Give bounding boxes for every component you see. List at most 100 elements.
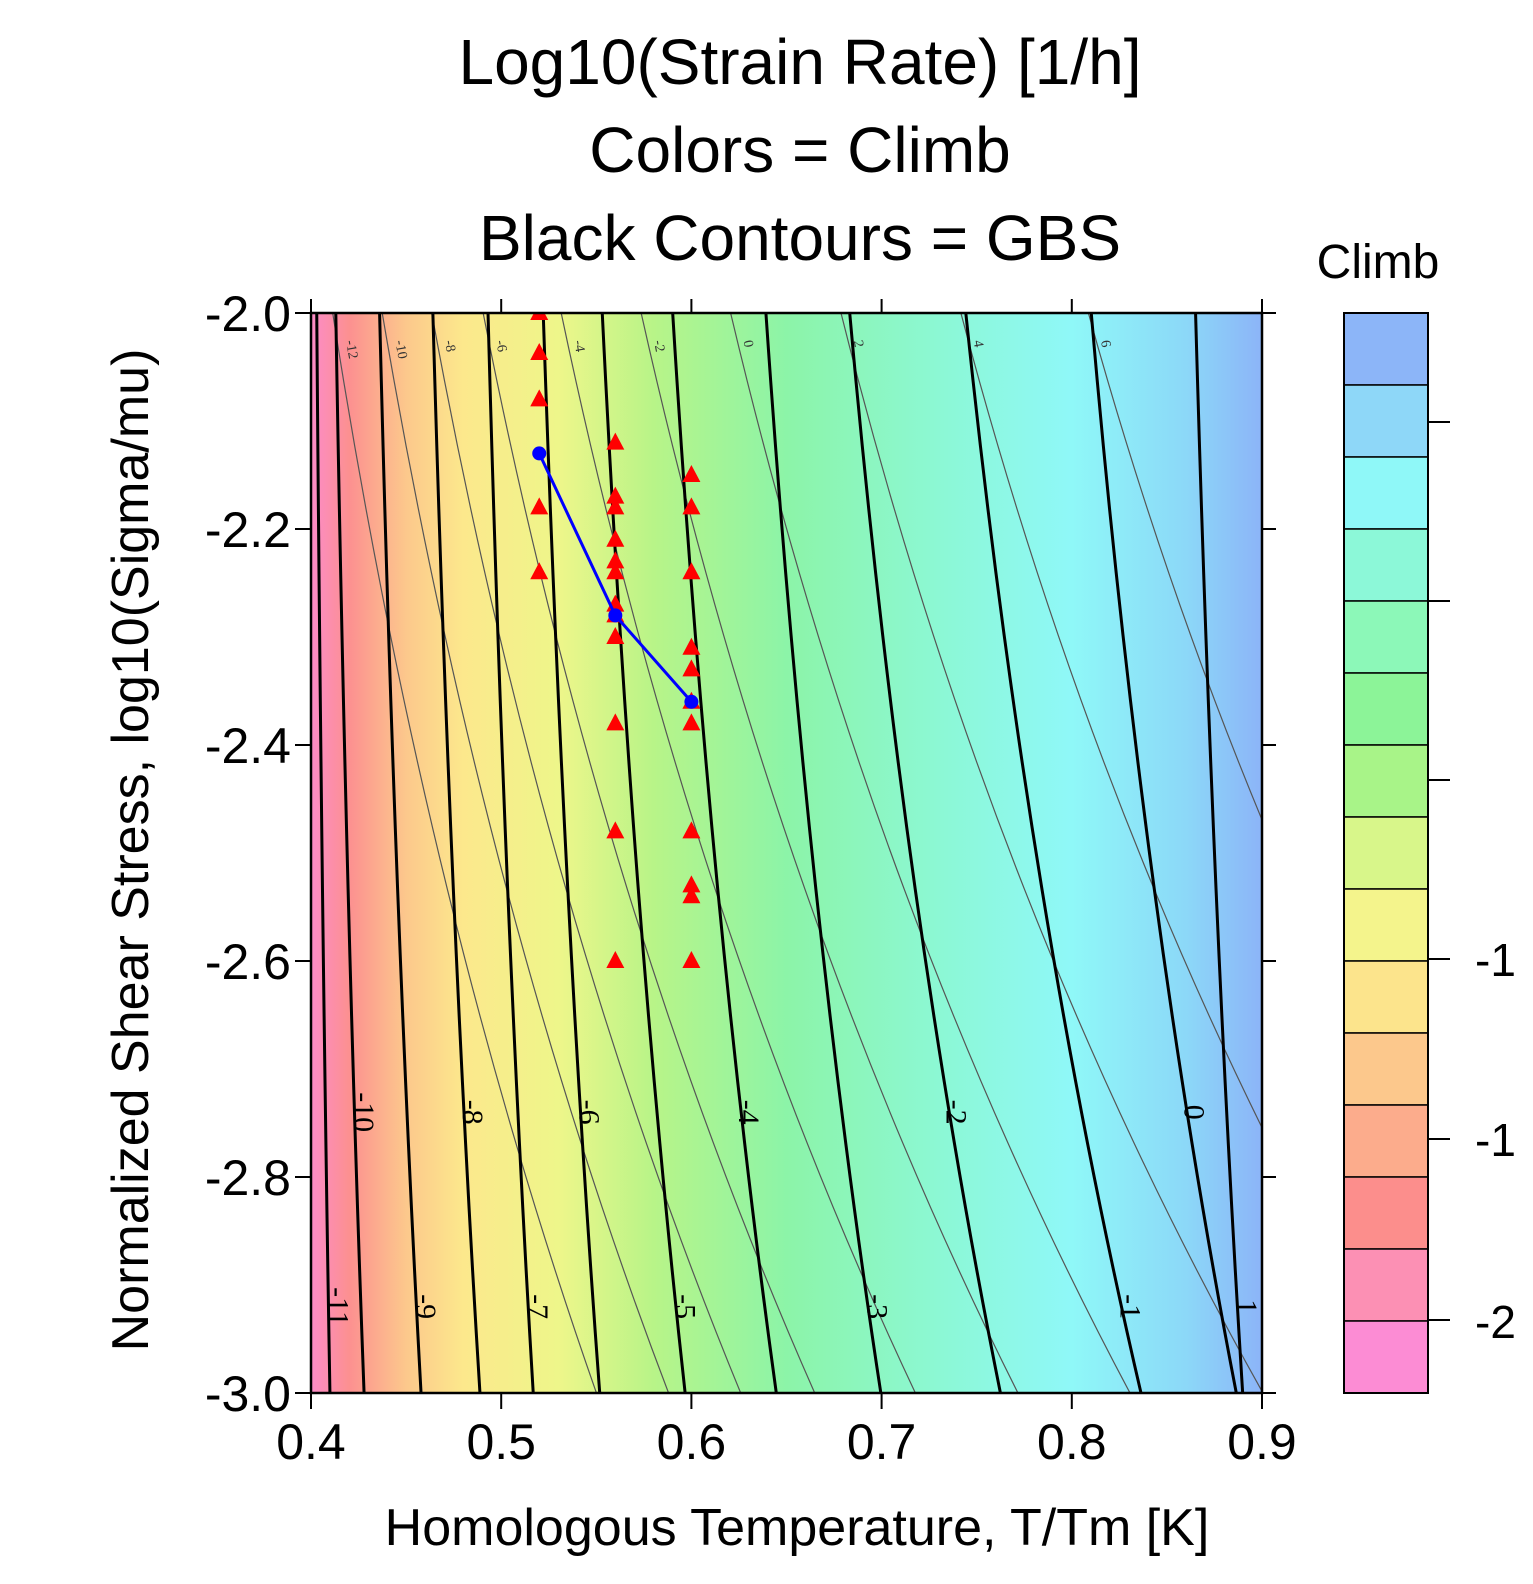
data-point-triangle — [606, 486, 625, 504]
data-point-triangle — [606, 529, 625, 547]
data-point-triangle — [682, 821, 701, 839]
climb-color-bands — [311, 313, 1262, 1393]
data-point-triangle — [682, 713, 701, 731]
x-tick-label: 0.4 — [276, 1414, 346, 1470]
data-point-triangle — [606, 713, 625, 731]
data-series-layer — [530, 313, 701, 968]
plot-frame — [309, 311, 1264, 1395]
gbs-contour-label: -9 — [409, 1294, 442, 1319]
data-point-triangle — [682, 886, 701, 904]
climb-contour-label: 0 — [740, 339, 756, 348]
colorbar-cell — [1343, 1104, 1429, 1178]
x-tick-label: 0.6 — [657, 1414, 727, 1470]
colorbar-cell — [1343, 888, 1429, 962]
gbs-contour-line — [848, 313, 1002, 1393]
x-tick-label: 0.8 — [1037, 1414, 1107, 1470]
gbs-contour-label: -10 — [347, 1092, 380, 1132]
data-point-triangle — [682, 497, 701, 515]
data-point-triangle — [530, 562, 549, 580]
data-point-triangle — [530, 389, 549, 407]
data-point-triangle — [530, 313, 549, 320]
colorbar-cell — [1343, 1032, 1429, 1106]
climb-contour-line — [730, 313, 1131, 1393]
climb-contour-label: 2 — [850, 339, 866, 348]
gbs-contour-lines: -11-10-9-8-7-6-5-4-3-2-101 — [315, 313, 1263, 1393]
colorbar-ticks: -1 -1 -2 — [1428, 421, 1516, 1348]
x-axis-label: Homologous Temperature, T/Tm [K] — [385, 1499, 1210, 1557]
climb-contour-label: 6 — [1097, 339, 1113, 348]
title-line-1: Log10(Strain Rate) [1/h] — [458, 26, 1141, 98]
axis-ticks: 0.4 0.5 0.6 0.7 0.8 0.9 -2.0 -2.2 -2.4 -2.6 -2.8 -3… — [205, 286, 1297, 1470]
colorbar-cell — [1343, 384, 1429, 458]
colorbar-cell — [1343, 528, 1429, 602]
gbs-contour-line — [1194, 313, 1245, 1393]
gbs-contour-line — [486, 313, 535, 1393]
climb-contour-label: -4 — [570, 339, 587, 353]
colorbar-cell — [1343, 1248, 1429, 1322]
climb-field-background — [311, 313, 1262, 1393]
y-axis-label: Normalized Shear Stress, log10(Sigma/mu) — [102, 349, 160, 1352]
colorbar-tick-label: -1 — [1475, 1114, 1516, 1166]
climb-contour-line — [640, 313, 1019, 1393]
gbs-contour-label: -2 — [939, 1100, 972, 1125]
x-tick-label: 0.5 — [466, 1414, 536, 1470]
data-point-triangle — [530, 342, 549, 360]
colorbar: Climb -1 -1 -2 — [1317, 236, 1516, 1394]
data-point-triangle — [606, 951, 625, 968]
y-tick-label: -2.6 — [205, 934, 291, 990]
y-tick-label: -2.8 — [205, 1150, 291, 1206]
colorbar-cell — [1343, 672, 1429, 746]
gbs-contour-label: 0 — [1177, 1105, 1210, 1120]
x-tick-label: 0.7 — [847, 1414, 917, 1470]
colorbar-cell — [1343, 312, 1429, 386]
colorbar-cell — [1343, 816, 1429, 890]
climb-contour-label: -8 — [441, 339, 458, 353]
gbs-contour-line — [378, 313, 423, 1393]
climb-contour-line — [482, 313, 816, 1393]
colorbar-cell — [1343, 744, 1429, 818]
climb-contour-lines: -12 -10 -8 -6 -4 -2 0 2 4 6 — [332, 313, 1262, 1393]
data-point-triangle — [530, 497, 549, 515]
gbs-contour-label: -5 — [668, 1294, 701, 1319]
climb-contour-line — [431, 313, 742, 1393]
data-point-triangle — [606, 551, 625, 569]
gbs-contour-line — [764, 313, 883, 1393]
colorbar-tick-label: -2 — [1475, 1296, 1516, 1348]
title-line-3: Black Contours = GBS — [479, 202, 1121, 274]
climb-contour-label: 4 — [970, 339, 986, 348]
data-point-triangle — [606, 821, 625, 839]
colorbar-cell — [1343, 1176, 1429, 1250]
data-point-triangle — [682, 951, 701, 968]
colorbar-cell — [1343, 1320, 1429, 1394]
data-point-triangle — [606, 432, 625, 450]
data-point-triangle — [682, 637, 701, 655]
data-point-triangle — [682, 875, 701, 893]
gbs-contour-label: 1 — [1230, 1299, 1263, 1314]
colorbar-cell — [1343, 456, 1429, 530]
gbs-contour-line — [964, 313, 1143, 1393]
climb-contour-line — [560, 313, 917, 1393]
climb-contour-label: -6 — [492, 339, 509, 353]
data-point-triangle — [606, 497, 625, 515]
gbs-contour-label: -6 — [572, 1100, 605, 1125]
y-tick-label: -3.0 — [205, 1366, 291, 1422]
colorbar-tick-label: -1 — [1475, 934, 1516, 986]
gbs-contour-line — [431, 313, 482, 1393]
gbs-contour-label: -7 — [521, 1294, 554, 1319]
y-tick-label: -2.2 — [205, 502, 291, 558]
colorbar-title: Climb — [1317, 236, 1440, 289]
plot-clipped-layer: -12 -10 -8 -6 -4 -2 0 2 4 6 -11-10-9-8-7-6-5-4-3-… — [311, 313, 1263, 1393]
gbs-contour-label: -3 — [860, 1294, 893, 1319]
gbs-contour-line — [315, 313, 332, 1393]
gbs-contour-label: -11 — [321, 1287, 354, 1326]
climb-contour-line — [960, 313, 1262, 1129]
data-point-triangle — [682, 659, 701, 677]
gbs-contour-label: -4 — [732, 1100, 765, 1125]
gbs-contour-line — [334, 313, 366, 1393]
colorbar-cell — [1343, 600, 1429, 674]
colorbar-cells — [1343, 312, 1429, 1394]
climb-contour-line — [332, 313, 598, 1393]
series-line-marker — [532, 446, 547, 461]
climb-contour-label: -2 — [650, 339, 667, 353]
